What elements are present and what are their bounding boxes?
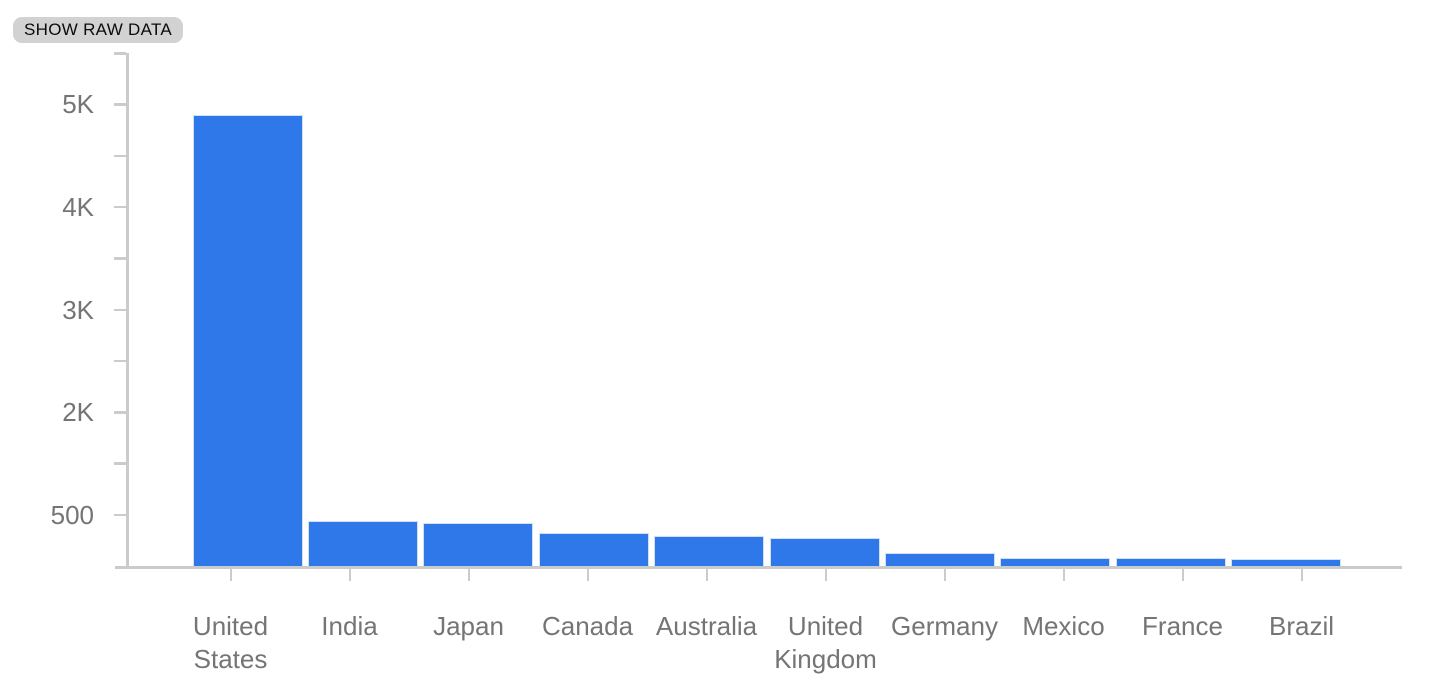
bar-japan[interactable] <box>423 523 534 566</box>
y-axis-tick <box>114 462 126 465</box>
x-axis-tick <box>705 566 708 581</box>
bar-france[interactable] <box>1115 557 1226 566</box>
y-axis-label: 3K <box>62 294 94 325</box>
x-axis-label: United Kingdom <box>774 611 877 674</box>
bar-australia[interactable] <box>654 536 765 566</box>
show-raw-data-button[interactable]: SHOW RAW DATA <box>13 17 184 43</box>
x-axis-tick <box>467 566 470 581</box>
x-axis-label: United States <box>192 611 269 674</box>
x-axis-label: Canada <box>541 611 634 641</box>
y-axis-tick <box>114 359 126 363</box>
x-axis-label: Mexico <box>1022 611 1105 641</box>
y-axis-tick <box>114 308 126 311</box>
x-axis-label: India <box>321 611 378 641</box>
bar-india[interactable] <box>307 520 418 566</box>
y-axis-label: 500 <box>50 499 94 530</box>
y-axis-label: 4K <box>62 191 94 222</box>
x-axis-label: Australia <box>655 611 758 641</box>
y-axis-tick <box>114 154 126 158</box>
bar-mexico[interactable] <box>1000 557 1111 566</box>
x-axis-label: France <box>1142 611 1223 641</box>
bar-brazil[interactable] <box>1231 558 1342 566</box>
y-axis-tick <box>114 52 126 55</box>
x-axis-tick <box>1181 566 1184 581</box>
bar-united-states[interactable] <box>192 115 303 566</box>
x-axis-tick <box>586 566 589 581</box>
x-axis-label: Brazil <box>1268 611 1334 641</box>
bar-germany[interactable] <box>884 553 995 566</box>
bar-united-kingdom[interactable] <box>769 538 880 566</box>
x-axis-tick <box>229 566 232 581</box>
bar-canada[interactable] <box>538 532 649 566</box>
x-axis-tick <box>943 566 946 581</box>
x-axis-tick <box>1062 566 1065 581</box>
x-axis-line <box>114 566 1402 569</box>
x-axis-tick <box>348 566 351 581</box>
x-axis-tick <box>1300 566 1303 581</box>
y-axis-tick <box>114 103 126 106</box>
y-axis-tick <box>114 411 126 414</box>
y-axis-label: 5K <box>62 89 94 120</box>
y-axis-label: 2K <box>62 397 94 428</box>
y-axis-line <box>126 53 129 566</box>
x-axis-label: Japan <box>433 611 504 641</box>
x-axis-label: Germany <box>891 611 998 641</box>
x-axis-tick <box>824 566 827 581</box>
y-axis-tick <box>114 513 126 517</box>
y-axis-tick <box>114 257 126 260</box>
y-axis-tick <box>114 205 126 209</box>
